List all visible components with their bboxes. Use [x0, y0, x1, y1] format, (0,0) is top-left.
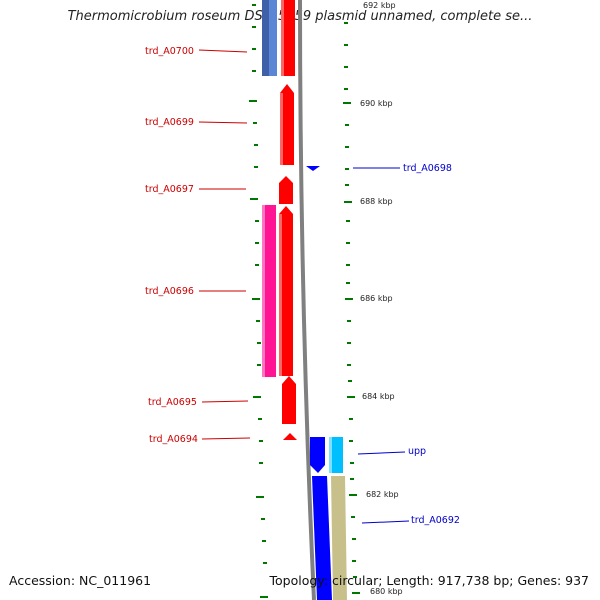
gene-label-trd_A0700: trd_A0700: [145, 46, 194, 57]
genome-backbone[interactable]: [298, 0, 316, 600]
kbp-label: 680 kbp: [370, 587, 403, 596]
kbp-label: 688 kbp: [360, 197, 393, 206]
kbp-label: 686 kbp: [360, 294, 393, 303]
leader-lines[interactable]: [198, 49, 410, 524]
gene-label-trd_A0692: trd_A0692: [411, 515, 460, 526]
accession-text: Accession: NC_011961: [9, 573, 152, 588]
topology-text: Topology: circular; Length: 917,738 bp; …: [269, 573, 590, 588]
gene-arrow-trd_A0695[interactable]: [282, 376, 296, 424]
gene-feature-lightblue[interactable]: [329, 437, 343, 473]
gene-arrow-trd_A0692[interactable]: [312, 476, 332, 600]
gene-feature-lightblue[interactable]: [269, 0, 277, 76]
gene-feature-steelblue[interactable]: [262, 0, 270, 76]
gene-arrow-trd_A0699[interactable]: [280, 84, 294, 165]
gene-arrow-trd_A0700[interactable]: [281, 0, 295, 76]
gene-label-trd_A0695: trd_A0695: [148, 397, 197, 408]
gene-label-trd_A0699: trd_A0699: [145, 117, 194, 128]
gene-arrow-trd_A0698[interactable]: [306, 166, 320, 171]
kbp-label: 682 kbp: [366, 490, 399, 499]
kbp-label: 684 kbp: [362, 392, 395, 401]
gene-label-trd_A0698: trd_A0698: [403, 163, 452, 174]
gene-label-upp: upp: [408, 446, 426, 457]
gene-arrow-upp[interactable]: [310, 437, 325, 473]
forward-genes[interactable]: [279, 0, 297, 440]
gene-label-trd_A0694: trd_A0694: [149, 434, 198, 445]
inner-tick-row[interactable]: [249, 4, 268, 598]
outer-tick-row[interactable]: [343, 22, 360, 594]
gene-label-trd_A0697: trd_A0697: [145, 184, 194, 195]
gene-arrow-trd_A0694[interactable]: [283, 433, 297, 440]
gene-feature-magenta[interactable]: [262, 205, 276, 377]
reverse-genes[interactable]: [306, 166, 347, 600]
kbp-label: 692 kbp: [363, 1, 396, 10]
gene-arrow-trd_A0697[interactable]: [279, 176, 293, 204]
gene-arrow-trd_A0696[interactable]: [279, 206, 293, 376]
kbp-label: 690 kbp: [360, 99, 393, 108]
gene-feature-khaki[interactable]: [331, 476, 347, 600]
gene-label-trd_A0696: trd_A0696: [145, 286, 194, 297]
